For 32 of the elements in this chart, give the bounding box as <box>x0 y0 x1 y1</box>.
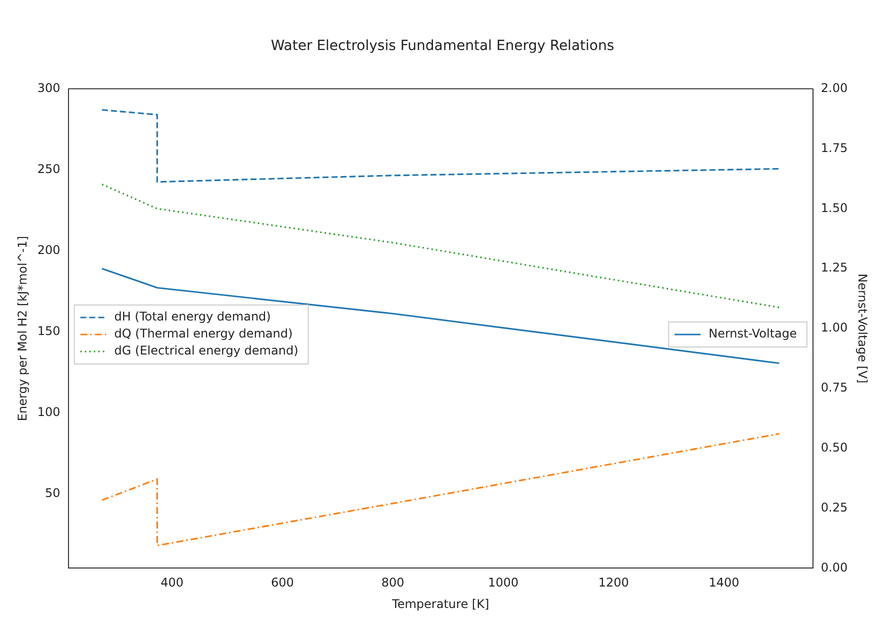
x-tick-label: 800 <box>381 576 404 590</box>
x-tick-label: 600 <box>271 576 294 590</box>
line-series <box>101 432 780 546</box>
y-tick-label: 250 <box>37 162 60 176</box>
y2-tick-label: 0.00 <box>820 560 848 574</box>
y2-tick-label: 1.50 <box>820 200 848 215</box>
y-tick-label: 150 <box>37 324 60 338</box>
y2-tick-label: 0.50 <box>820 440 848 454</box>
legend-label: Nernst-Voltage <box>708 326 797 341</box>
line-series <box>101 109 780 183</box>
y-tick-label: 50 <box>45 486 60 500</box>
chart-title: Water Electrolysis Fundamental Energy Relations <box>270 38 614 54</box>
x-tick-label: 1200 <box>598 576 629 590</box>
y2-tick-label: 2.00 <box>820 80 848 95</box>
y2-axis-title: Nernst-Voltage [V] <box>856 274 870 384</box>
x-tick-label: 1000 <box>488 576 519 590</box>
y-tick-label: 100 <box>37 404 60 419</box>
y2-tick-label: 0.75 <box>820 380 848 395</box>
y2-tick-label: 0.25 <box>820 500 848 514</box>
legend-label: dH (Total energy demand) <box>114 310 271 324</box>
legend-label: dG (Electrical energy demand) <box>114 344 298 358</box>
y-axis-title: Energy per Mol H2 [kJ*mol^-1] <box>15 236 30 422</box>
y2-tick-label: 1.75 <box>820 140 848 155</box>
x-axis-title: Temperature [K] <box>391 596 490 611</box>
legend-label: dQ (Thermal energy demand) <box>114 326 293 341</box>
y2-tick-label: 1.25 <box>820 260 848 275</box>
y-tick-label: 200 <box>37 242 60 257</box>
y-tick-label: 300 <box>37 80 60 95</box>
y2-tick-label: 1.00 <box>820 320 848 335</box>
x-tick-label: 400 <box>160 576 184 590</box>
x-tick-label: 1400 <box>708 576 740 590</box>
line-series <box>101 184 780 308</box>
